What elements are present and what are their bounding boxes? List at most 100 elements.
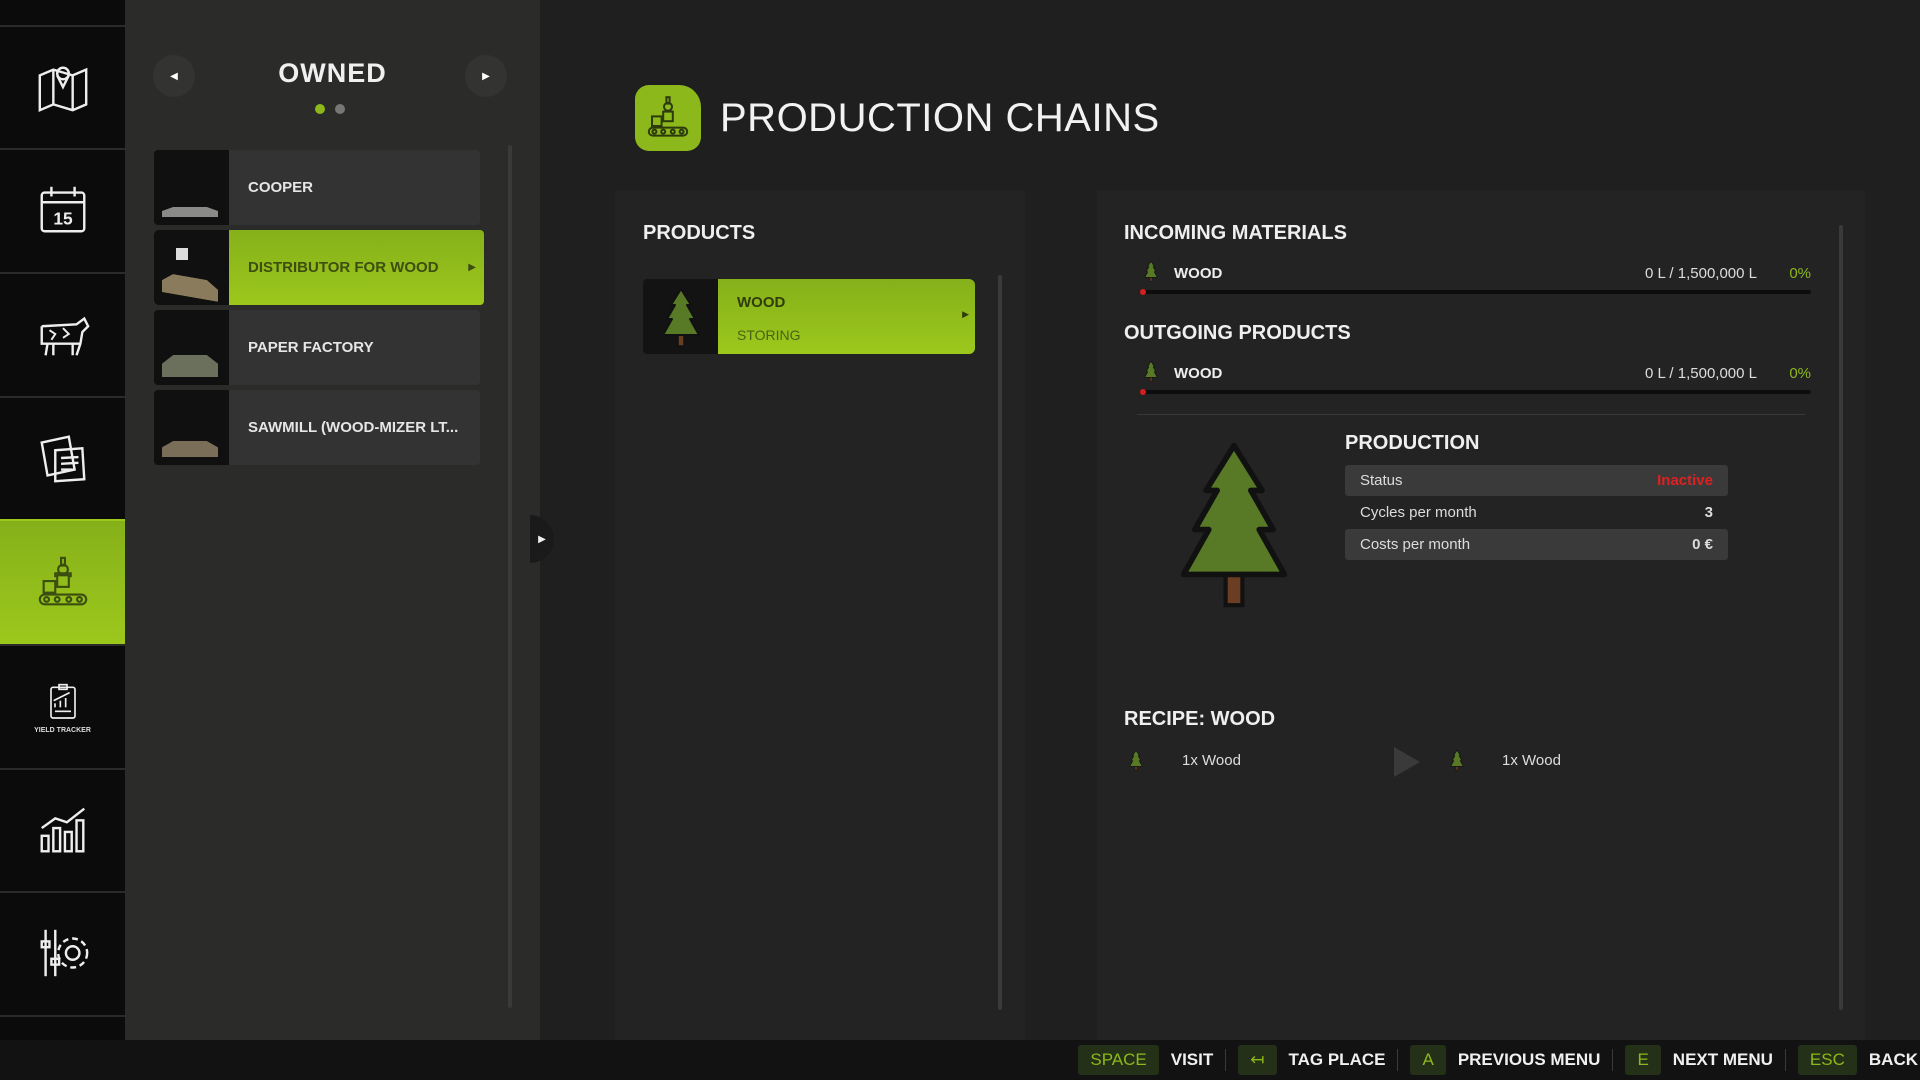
- hint-label: BACK: [1868, 1050, 1918, 1069]
- divider: [1397, 1049, 1399, 1071]
- nav-map[interactable]: [0, 25, 125, 147]
- recipe-title: RECIPE: WOOD: [1124, 708, 1276, 730]
- arrow-right-icon: ▶: [482, 70, 490, 82]
- divider: [1225, 1049, 1227, 1071]
- tree-icon: [661, 287, 701, 347]
- owned-item-label: SAWMILL (WOOD-MIZER LT...: [248, 419, 459, 436]
- outgoing-item-amount: 0 L / 1,500,000 L: [1644, 365, 1757, 382]
- details-scrollbar[interactable]: [1839, 225, 1843, 1010]
- hint-next-menu[interactable]: E NEXT MENU: [1625, 1040, 1797, 1080]
- production-title: PRODUCTION: [1345, 432, 1480, 454]
- incoming-materials-title: INCOMING MATERIALS: [1124, 222, 1347, 244]
- contracts-icon: [39, 435, 86, 483]
- cycles-row: Cycles per month 3: [1345, 497, 1728, 528]
- distributor-thumbnail: [154, 230, 229, 305]
- yield-tracker-icon: [49, 683, 76, 719]
- main-navigation: 15 YIELD TRACKER: [0, 0, 125, 1040]
- cycles-value: 3: [1704, 504, 1713, 521]
- owned-item-label: COOPER: [248, 179, 314, 196]
- key-tag: ↤: [1238, 1045, 1277, 1075]
- svg-text:15: 15: [53, 209, 73, 229]
- owned-item-label: PAPER FACTORY: [248, 339, 374, 356]
- nav-divider: [0, 1015, 125, 1017]
- details-panel: [1097, 190, 1865, 1040]
- recipe-input: 1x Wood: [1182, 752, 1241, 769]
- key-space: SPACE: [1078, 1045, 1159, 1075]
- cycles-label: Cycles per month: [1360, 504, 1477, 521]
- owned-list-scrollbar[interactable]: [508, 145, 512, 1008]
- statistics-icon: [40, 807, 85, 853]
- hint-label: TAG PLACE: [1288, 1050, 1386, 1069]
- next-page-button[interactable]: ▶: [465, 55, 507, 97]
- fill-level: [1140, 289, 1146, 295]
- hint-tag-place[interactable]: ↤ TAG PLACE: [1238, 1040, 1410, 1080]
- sawmill-thumbnail: [154, 390, 229, 465]
- owned-title: OWNED: [278, 58, 387, 88]
- owned-item-cooper[interactable]: COOPER: [154, 150, 480, 225]
- hint-label: NEXT MENU: [1672, 1050, 1773, 1069]
- previous-page-button[interactable]: ◀: [153, 55, 195, 97]
- hint-visit[interactable]: SPACE VISIT: [1078, 1040, 1238, 1080]
- recipe-output: 1x Wood: [1502, 752, 1561, 769]
- product-name: WOOD: [737, 294, 786, 311]
- status-row: Status Inactive: [1345, 465, 1728, 496]
- wood-tree-illustration: [1178, 436, 1290, 612]
- products-scrollbar[interactable]: [998, 275, 1002, 1010]
- incoming-item-amount: 0 L / 1,500,000 L: [1644, 265, 1757, 282]
- owned-item-distributor-for-wood[interactable]: DISTRIBUTOR FOR WOOD ▶: [154, 230, 484, 305]
- costs-row: Costs per month 0 €: [1345, 529, 1728, 560]
- production-chains-icon: [635, 85, 701, 151]
- outgoing-fill-bar: [1140, 389, 1811, 395]
- nav-contracts[interactable]: [0, 396, 125, 518]
- tree-icon: [1144, 360, 1158, 382]
- owned-item-paper-factory[interactable]: PAPER FACTORY: [154, 310, 480, 385]
- outgoing-item-percent: 0%: [1789, 365, 1811, 382]
- nav-statistics[interactable]: [0, 768, 125, 890]
- owned-item-sawmill[interactable]: SAWMILL (WOOD-MIZER LT...: [154, 390, 480, 465]
- nav-calendar[interactable]: 15: [0, 148, 125, 270]
- product-state: STORING: [737, 327, 801, 343]
- divider: [1612, 1049, 1614, 1071]
- owned-item-label: DISTRIBUTOR FOR WOOD: [248, 259, 439, 276]
- nav-production[interactable]: [0, 519, 125, 644]
- selected-arrow-icon: ▶: [962, 309, 969, 319]
- nav-animals[interactable]: [0, 272, 125, 394]
- cow-icon: [40, 316, 90, 356]
- fill-level: [1140, 389, 1146, 395]
- page-title: PRODUCTION CHAINS: [720, 96, 1160, 140]
- page-dot-2[interactable]: [335, 104, 345, 114]
- nav-yield-tracker[interactable]: YIELD TRACKER: [0, 644, 125, 766]
- tree-icon: [1144, 260, 1158, 282]
- hint-label: PREVIOUS MENU: [1457, 1050, 1601, 1069]
- recipe-arrow-icon: [1394, 747, 1420, 777]
- calendar-icon: 15: [40, 186, 85, 233]
- nav-settings[interactable]: [0, 891, 125, 1013]
- page-dot-1[interactable]: [315, 104, 325, 114]
- key-esc: ESC: [1797, 1045, 1857, 1075]
- hint-previous-menu[interactable]: A PREVIOUS MENU: [1410, 1040, 1625, 1080]
- nav-yield-tracker-label: YIELD TRACKER: [34, 726, 91, 734]
- hint-label: VISIT: [1170, 1050, 1214, 1069]
- costs-value: 0 €: [1692, 536, 1713, 553]
- incoming-fill-bar: [1140, 289, 1811, 295]
- incoming-item-percent: 0%: [1789, 265, 1811, 282]
- tree-icon: [1450, 749, 1464, 771]
- map-icon: [38, 66, 87, 113]
- collapse-panel-button[interactable]: ▶: [530, 515, 554, 563]
- product-item-wood[interactable]: WOOD STORING ▶: [643, 279, 975, 354]
- input-hints-bar: SPACE VISIT ↤ TAG PLACE A PREVIOUS MENU E NE…: [0, 1040, 1920, 1080]
- cooper-thumbnail: [154, 150, 229, 225]
- settings-icon: [40, 929, 88, 977]
- outgoing-item-name: WOOD: [1174, 365, 1223, 382]
- owned-panel: ◀ ▶ OWNED COOPER DISTRIBUTOR FOR WOOD ▶ …: [125, 0, 540, 1040]
- key-e: E: [1625, 1045, 1661, 1075]
- hint-back[interactable]: ESC BACK: [1797, 1040, 1918, 1080]
- costs-label: Costs per month: [1360, 536, 1471, 553]
- selected-arrow-icon: ▶: [468, 262, 476, 273]
- products-title: PRODUCTS: [643, 222, 756, 244]
- paper-factory-thumbnail: [154, 310, 229, 385]
- outgoing-products-title: OUTGOING PRODUCTS: [1124, 322, 1351, 344]
- incoming-item-name: WOOD: [1174, 265, 1223, 282]
- tree-icon: [1129, 749, 1143, 771]
- divider: [1784, 1049, 1786, 1071]
